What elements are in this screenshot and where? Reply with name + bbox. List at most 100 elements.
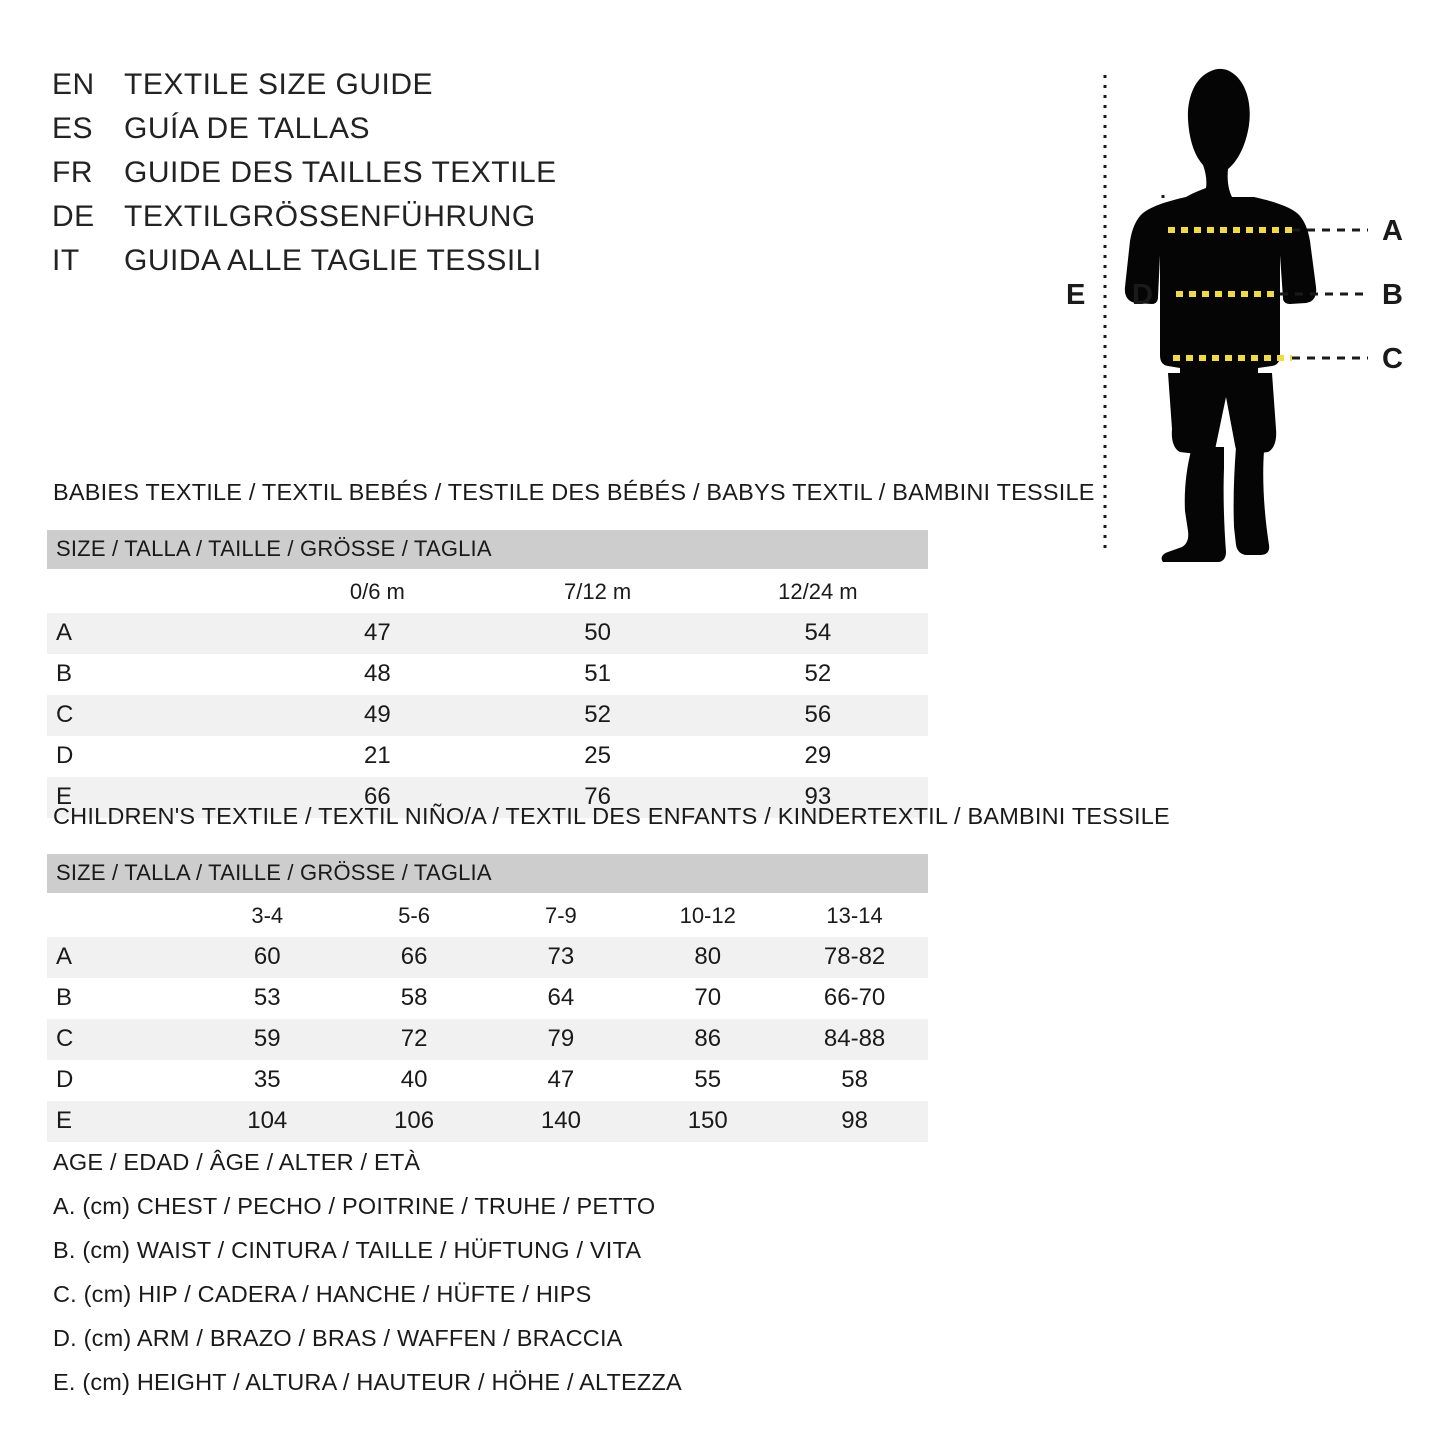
measurement-cell: 50 (487, 613, 708, 654)
measurement-cell: 86 (634, 1019, 782, 1060)
measurement-cell: 150 (634, 1101, 782, 1142)
measurement-cell: 55 (634, 1060, 782, 1101)
measurement-cell: 21 (267, 736, 488, 777)
column-header: 10-12 (634, 893, 782, 937)
child-silhouette (1124, 68, 1317, 562)
column-header: 5-6 (340, 893, 488, 937)
table-row: C 59 72 79 86 84-88 (47, 1019, 928, 1060)
language-guide-title: GUIDE DES TAILLES TEXTILE (124, 156, 557, 189)
legend-line: B. (cm) WAIST / CINTURA / TAILLE / HÜFTU… (53, 1237, 642, 1263)
language-row-es: ES GUÍA DE TALLAS (52, 112, 672, 156)
language-guide-title: TEXTILE SIZE GUIDE (124, 68, 434, 101)
legend-line: D. (cm) ARM / BRAZO / BRAS / WAFFEN / BR… (53, 1325, 623, 1351)
measurement-cell: 49 (267, 695, 488, 736)
language-code: FR (52, 156, 93, 189)
table-row: E 66 76 93 (47, 777, 928, 818)
table-row: E 104 106 140 150 98 (47, 1101, 928, 1142)
table-row: A 60 66 73 80 78-82 (47, 937, 928, 978)
measurement-cell: 72 (340, 1019, 488, 1060)
babies-band-header-row: SIZE / TALLA / TAILLE / GRÖSSE / TAGLIA (47, 530, 928, 569)
table-row: D 35 40 47 55 58 (47, 1060, 928, 1101)
measurement-cell: 76 (487, 777, 708, 818)
children-band-header-row: SIZE / TALLA / TAILLE / GRÖSSE / TAGLIA (47, 854, 928, 893)
children-section-title: CHILDREN'S TEXTILE / TEXTIL NIÑO/A / TEX… (53, 803, 1170, 829)
measurement-cell: 60 (193, 937, 341, 978)
measurement-cell: 47 (267, 613, 488, 654)
measurement-cell: 79 (487, 1019, 635, 1060)
language-guide-title: GUÍA DE TALLAS (124, 112, 370, 145)
children-size-band-label: SIZE / TALLA / TAILLE / GRÖSSE / TAGLIA (47, 854, 928, 893)
row-label: A (47, 937, 194, 978)
measurement-cell: 56 (707, 695, 928, 736)
measurement-cell: 66 (340, 937, 488, 978)
row-label: C (47, 1019, 194, 1060)
language-code: EN (52, 68, 95, 101)
language-code: ES (52, 112, 94, 145)
corner-cell (47, 569, 268, 613)
measurement-cell: 29 (707, 736, 928, 777)
measurement-diagram: A B C D E (1040, 55, 1440, 575)
marker-label-b: B (1382, 279, 1403, 311)
row-label: A (47, 613, 268, 654)
table-row: B 48 51 52 (47, 654, 928, 695)
language-title-block: EN TEXTILE SIZE GUIDE ES GUÍA DE TALLAS FR GU… (52, 68, 672, 288)
table-row: C 49 52 56 (47, 695, 928, 736)
language-guide-title: TEXTILGRÖSSENFÜHRUNG (124, 200, 536, 233)
column-header: 7-9 (487, 893, 635, 937)
language-guide-title: GUIDA ALLE TAGLIE TESSILI (124, 244, 542, 277)
children-size-table: SIZE / TALLA / TAILLE / GRÖSSE / TAGLIA … (47, 854, 928, 1142)
legend-line: E. (cm) HEIGHT / ALTURA / HAUTEUR / HÖHE… (53, 1369, 682, 1395)
measurement-cell: 48 (267, 654, 488, 695)
babies-size-band-label: SIZE / TALLA / TAILLE / GRÖSSE / TAGLIA (47, 530, 928, 569)
babies-section-title: BABIES TEXTILE / TEXTIL BEBÉS / TESTILE … (53, 479, 1095, 505)
measurement-cell: 47 (487, 1060, 635, 1101)
language-row-de: DE TEXTILGRÖSSENFÜHRUNG (52, 200, 672, 244)
marker-label-e: E (1066, 279, 1085, 311)
language-row-it: IT GUIDA ALLE TAGLIE TESSILI (52, 244, 672, 288)
row-label: D (47, 736, 268, 777)
measurement-cell: 52 (487, 695, 708, 736)
measurement-cell: 59 (193, 1019, 341, 1060)
column-header: 12/24 m (707, 569, 928, 613)
language-row-en: EN TEXTILE SIZE GUIDE (52, 68, 672, 112)
measurement-cell: 140 (487, 1101, 635, 1142)
measurement-cell: 78-82 (781, 937, 928, 978)
column-header: 13-14 (781, 893, 928, 937)
legend-line: A. (cm) CHEST / PECHO / POITRINE / TRUHE… (53, 1193, 656, 1219)
legend-line: AGE / EDAD / ÂGE / ALTER / ETÀ (53, 1149, 421, 1175)
row-label: E (47, 777, 268, 818)
column-header: 0/6 m (267, 569, 488, 613)
measurement-cell: 40 (340, 1060, 488, 1101)
measurement-cell: 98 (781, 1101, 928, 1142)
measurement-cell: 104 (193, 1101, 341, 1142)
measurement-cell: 51 (487, 654, 708, 695)
measurement-cell: 25 (487, 736, 708, 777)
measurement-legend: AGE / EDAD / ÂGE / ALTER / ETÀ A. (cm) CH… (53, 1140, 853, 1404)
column-header: 7/12 m (487, 569, 708, 613)
corner-cell (47, 893, 194, 937)
measurement-cell: 58 (340, 978, 488, 1019)
measurement-cell: 53 (193, 978, 341, 1019)
measurement-cell: 66 (267, 777, 488, 818)
measurement-cell: 106 (340, 1101, 488, 1142)
language-row-fr: FR GUIDE DES TAILLES TEXTILE (52, 156, 672, 200)
table-row: D 21 25 29 (47, 736, 928, 777)
language-code: IT (52, 244, 80, 277)
measurement-cell: 58 (781, 1060, 928, 1101)
legend-line: C. (cm) HIP / CADERA / HANCHE / HÜFTE / … (53, 1281, 592, 1307)
row-label: C (47, 695, 268, 736)
measurement-cell: 93 (707, 777, 928, 818)
babies-size-table: SIZE / TALLA / TAILLE / GRÖSSE / TAGLIA … (47, 530, 928, 818)
babies-column-header-row: 0/6 m 7/12 m 12/24 m (47, 569, 928, 613)
measurement-cell: 54 (707, 613, 928, 654)
marker-label-a: A (1382, 215, 1403, 247)
measurement-cell: 84-88 (781, 1019, 928, 1060)
measurement-cell: 80 (634, 937, 782, 978)
row-label: E (47, 1101, 194, 1142)
row-label: D (47, 1060, 194, 1101)
language-code: DE (52, 200, 95, 233)
row-label: B (47, 978, 194, 1019)
measurement-cell: 66-70 (781, 978, 928, 1019)
table-row: A 47 50 54 (47, 613, 928, 654)
marker-label-c: C (1382, 343, 1403, 375)
